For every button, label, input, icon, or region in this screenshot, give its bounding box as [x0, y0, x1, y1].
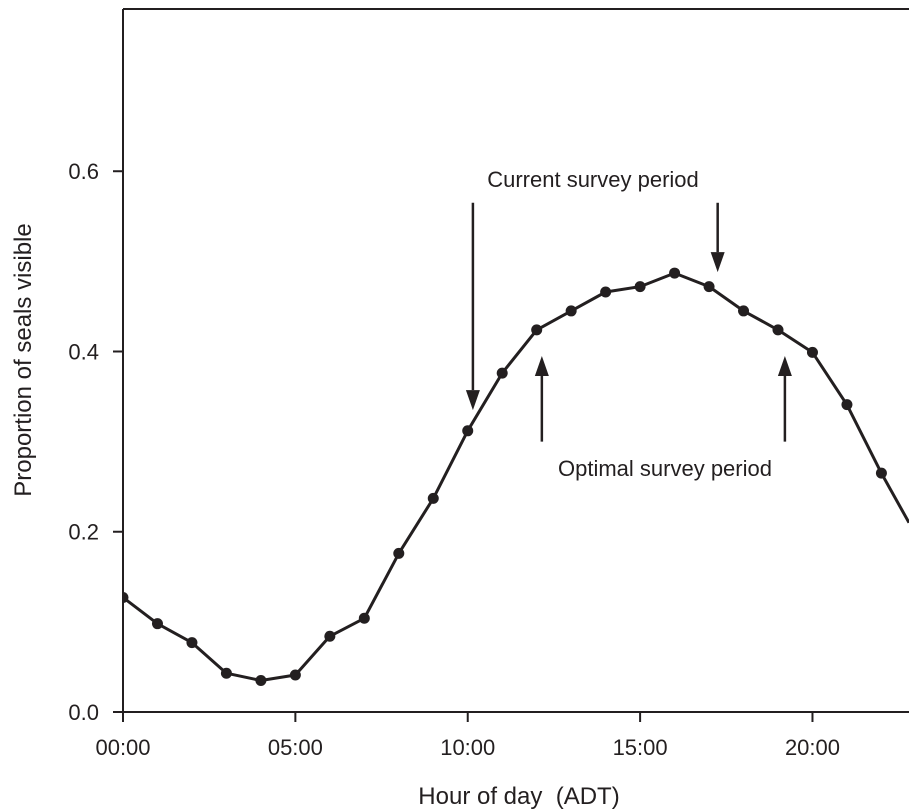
x-tick-label: 15:00: [613, 735, 668, 760]
data-point: [186, 637, 198, 649]
annotations: Current survey period Optimal survey peri…: [465, 167, 792, 481]
x-tick-label: 10:00: [440, 735, 495, 760]
data-point: [738, 305, 750, 317]
data-point: [703, 281, 715, 293]
data-point: [875, 467, 887, 479]
x-tick-label: 05:00: [268, 735, 323, 760]
data-point: [462, 425, 474, 437]
data-point: [393, 547, 405, 559]
y-tick-label: 0.0: [68, 700, 99, 725]
data-point: [255, 674, 267, 686]
annotation-arrow: [710, 202, 725, 273]
x-tick-label: 20:00: [785, 735, 840, 760]
data-point: [531, 324, 543, 336]
data-point: [669, 267, 681, 279]
plot-frame: [122, 8, 909, 713]
data-point: [600, 286, 612, 298]
annotation-arrow: [465, 202, 480, 411]
y-tick-label: 0.2: [68, 520, 99, 545]
x-tick-label: 00:00: [95, 735, 150, 760]
y-axis-ticks: 0.0 0.2 0.4 0.6: [68, 159, 123, 725]
data-point: [496, 367, 508, 379]
series-points: [123, 267, 887, 686]
data-point: [289, 669, 301, 681]
annotation-label: Optimal survey period: [558, 456, 772, 481]
annotation-arrow: [534, 355, 549, 442]
x-axis-ticks: 00:00 05:00 10:00 15:00 20:00: [95, 712, 840, 760]
data-point: [634, 281, 646, 293]
data-point: [358, 612, 370, 624]
data-point: [841, 399, 853, 411]
y-axis-title: Proportion of seals visible: [10, 223, 37, 496]
data-point: [220, 667, 232, 679]
annotation-label: Current survey period: [487, 167, 699, 192]
annotation-arrow: [777, 355, 792, 442]
series-line: [123, 271, 909, 682]
data-point: [151, 618, 163, 630]
x-axis-title: Hour of day (ADT): [418, 783, 619, 810]
data-point: [772, 324, 784, 336]
data-point: [806, 346, 818, 358]
data-point: [324, 630, 336, 642]
data-point: [565, 305, 577, 317]
y-tick-label: 0.4: [68, 339, 99, 364]
y-tick-label: 0.6: [68, 159, 99, 184]
data-point: [427, 492, 439, 504]
data-point: [123, 592, 129, 604]
